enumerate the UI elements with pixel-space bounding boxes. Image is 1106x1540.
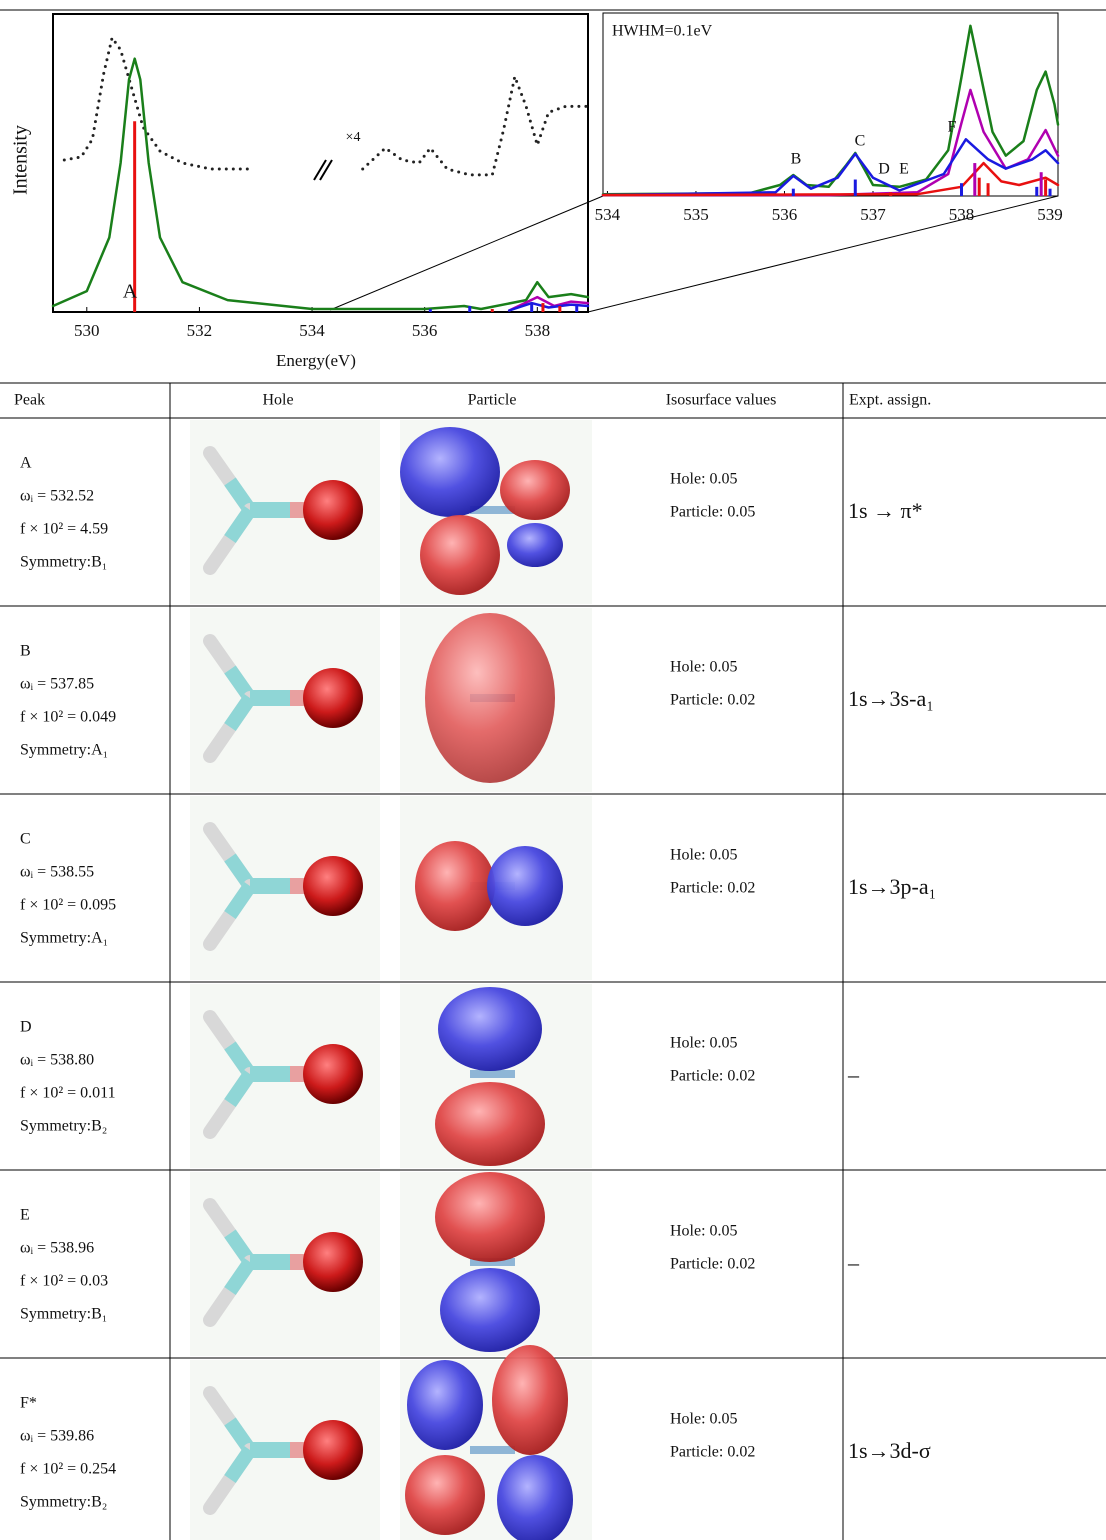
figure: Intensity Energy(eV) Peak Hole Particle … bbox=[0, 0, 1106, 1540]
x-tick-label: 536 bbox=[772, 205, 798, 224]
assignment: – bbox=[847, 1062, 860, 1087]
peak-symmetry: Symmetry:B₁ bbox=[20, 554, 107, 571]
annotation: C bbox=[855, 133, 866, 150]
page: Intensity Energy(eV) Peak Hole Particle … bbox=[0, 0, 1106, 1540]
peak-symmetry: Symmetry:B₂ bbox=[20, 1118, 107, 1135]
x-tick-label: 534 bbox=[595, 205, 621, 224]
annotation: B bbox=[791, 151, 802, 168]
zoom-line bbox=[330, 196, 603, 310]
particle-isovalue: Particle: 0.02 bbox=[670, 692, 755, 709]
x-tick-label: 534 bbox=[299, 321, 325, 340]
peak-peak: D bbox=[20, 1019, 32, 1036]
oxygen bbox=[303, 1420, 363, 1480]
orbital-lobe bbox=[405, 1455, 485, 1535]
spectrum-curve bbox=[603, 139, 1058, 195]
assignment: 1s → π* bbox=[848, 498, 923, 523]
hole-isovalue: Hole: 0.05 bbox=[670, 471, 738, 488]
x-tick-label: 532 bbox=[187, 321, 213, 340]
orbital-lobe bbox=[487, 846, 563, 926]
x-tick-label: 535 bbox=[683, 205, 709, 224]
peak-peak: B bbox=[20, 643, 31, 660]
column-header: Peak bbox=[14, 392, 45, 409]
column-header: Particle bbox=[468, 392, 517, 409]
x-tick-label: 536 bbox=[412, 321, 438, 340]
axis-break bbox=[314, 160, 326, 180]
peak-f: f × 10² = 0.011 bbox=[20, 1085, 116, 1102]
x-tick-label: 538 bbox=[525, 321, 551, 340]
peak-f: f × 10² = 0.049 bbox=[20, 709, 116, 726]
peak-peak: A bbox=[20, 455, 32, 472]
x-tick-label: 539 bbox=[1037, 205, 1063, 224]
hole-isovalue: Hole: 0.05 bbox=[670, 1223, 738, 1240]
orbital-lobe bbox=[425, 613, 555, 783]
peak-omega: ωᵢ = 537.85 bbox=[20, 676, 94, 693]
particle-isovalue: Particle: 0.05 bbox=[670, 504, 755, 521]
peak-peak: E bbox=[20, 1207, 30, 1224]
orbital-lobe bbox=[435, 1082, 545, 1166]
x-axis-label: Energy(eV) bbox=[276, 351, 356, 370]
oxygen bbox=[303, 1044, 363, 1104]
assignment: 1s→3s-a₁ bbox=[848, 686, 934, 711]
peak-f: f × 10² = 0.03 bbox=[20, 1273, 108, 1290]
orbital-lobe bbox=[435, 1172, 545, 1262]
particle-isovalue: Particle: 0.02 bbox=[670, 880, 755, 897]
orbital-lobe bbox=[440, 1268, 540, 1352]
orbital-lobe bbox=[507, 523, 563, 567]
peak-omega: ωᵢ = 532.52 bbox=[20, 488, 94, 505]
x-tick-label: 538 bbox=[949, 205, 975, 224]
hole-isovalue: Hole: 0.05 bbox=[670, 659, 738, 676]
peak-f: f × 10² = 0.095 bbox=[20, 897, 116, 914]
hole-isovalue: Hole: 0.05 bbox=[670, 847, 738, 864]
peak-f: f × 10² = 0.254 bbox=[20, 1461, 116, 1478]
oxygen bbox=[303, 668, 363, 728]
annotation: D bbox=[878, 161, 890, 178]
hole-isovalue: Hole: 0.05 bbox=[670, 1035, 738, 1052]
peak-peak: F* bbox=[20, 1395, 37, 1412]
particle-isovalue: Particle: 0.02 bbox=[670, 1256, 755, 1273]
assignment: 1s→3p-a₁ bbox=[848, 874, 936, 899]
peak-omega: ωᵢ = 538.96 bbox=[20, 1240, 94, 1257]
particle-isovalue: Particle: 0.02 bbox=[670, 1444, 755, 1461]
column-header: Expt. assign. bbox=[849, 392, 931, 409]
orbital-lobe bbox=[438, 987, 542, 1071]
peak-symmetry: Symmetry:A₁ bbox=[20, 930, 108, 947]
peak-symmetry: Symmetry:B₁ bbox=[20, 1306, 107, 1323]
annotation: E bbox=[899, 161, 909, 178]
assignment: – bbox=[847, 1250, 860, 1275]
peak-omega: ωᵢ = 538.55 bbox=[20, 864, 94, 881]
annotation: A bbox=[123, 281, 138, 303]
oxygen bbox=[303, 480, 363, 540]
oxygen bbox=[303, 856, 363, 916]
orbital-lobe bbox=[420, 515, 500, 595]
peak-omega: ωᵢ = 538.80 bbox=[20, 1052, 94, 1069]
peak-omega: ωᵢ = 539.86 bbox=[20, 1428, 94, 1445]
y-axis-label: Intensity bbox=[10, 125, 32, 195]
peak-f: f × 10² = 4.59 bbox=[20, 521, 108, 538]
peak-peak: C bbox=[20, 831, 31, 848]
orbital-lobe bbox=[500, 460, 570, 520]
orbital-lobe bbox=[415, 841, 495, 931]
x-tick-label: 530 bbox=[74, 321, 100, 340]
hole-isovalue: Hole: 0.05 bbox=[670, 1411, 738, 1428]
annotation: HWHM=0.1eV bbox=[612, 23, 713, 40]
orbital-lobe bbox=[400, 427, 500, 517]
orbital-lobe bbox=[492, 1345, 568, 1455]
oxygen bbox=[303, 1232, 363, 1292]
column-header: Isosurface values bbox=[666, 392, 777, 409]
spectrum-curve bbox=[603, 163, 1058, 195]
assignment: 1s→3d-σ bbox=[848, 1438, 931, 1463]
column-header: Hole bbox=[262, 392, 293, 409]
annotation: F bbox=[948, 119, 957, 136]
particle-isovalue: Particle: 0.02 bbox=[670, 1068, 755, 1085]
axis-break bbox=[320, 160, 332, 180]
x-tick-label: 537 bbox=[860, 205, 886, 224]
orbital-lobe bbox=[407, 1360, 483, 1450]
peak-symmetry: Symmetry:A₁ bbox=[20, 742, 108, 759]
annotation: ×4 bbox=[346, 130, 361, 145]
peak-symmetry: Symmetry:B₂ bbox=[20, 1494, 107, 1511]
zoom-line bbox=[588, 196, 1058, 312]
